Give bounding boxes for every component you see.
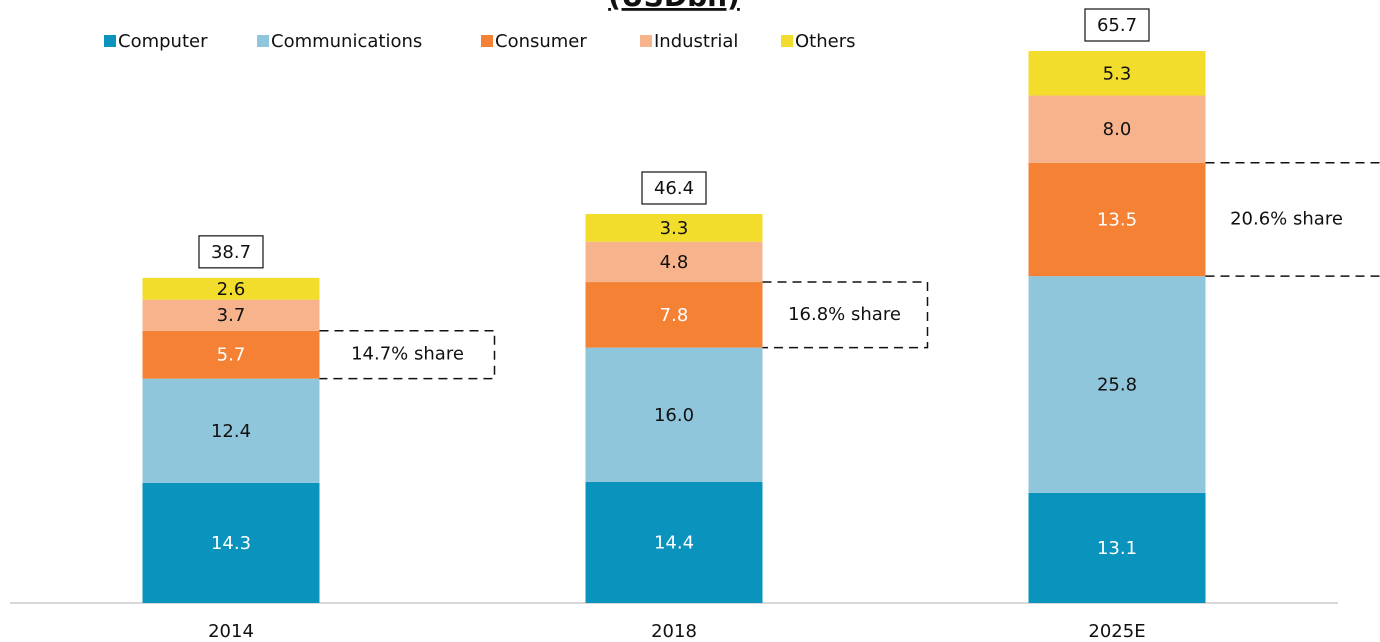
- total-box: [641, 171, 707, 205]
- value-label: 13.1: [1097, 538, 1137, 559]
- bar-segment: [1028, 276, 1206, 493]
- total-box: [198, 235, 264, 269]
- bar-segment: [585, 482, 763, 603]
- value-label: 8.0: [1103, 119, 1132, 140]
- x-tick-label: 2014: [208, 621, 254, 642]
- chart-title: (USDbn): [608, 0, 740, 13]
- bar-segment: [142, 378, 320, 483]
- bar-segment: [1028, 95, 1206, 163]
- share-callout: [319, 330, 496, 380]
- x-tick-label: 2018: [651, 621, 697, 642]
- value-label: 14.4: [654, 533, 694, 554]
- value-label: 12.4: [211, 421, 251, 442]
- bar-segment: [142, 277, 320, 300]
- share-label: 14.7% share: [351, 344, 464, 365]
- legend-label: Communications: [271, 31, 422, 52]
- value-label: 5.3: [1103, 63, 1132, 84]
- bar-segment: [142, 299, 320, 331]
- legend-label: Industrial: [654, 31, 738, 52]
- legend-swatch: [104, 35, 116, 47]
- bar-segment: [1028, 51, 1206, 96]
- bar-segment: [142, 482, 320, 603]
- total-label: 65.7: [1097, 15, 1137, 36]
- total-box: [1084, 8, 1150, 42]
- bar-segment: [1028, 492, 1206, 603]
- bar-segment: [142, 330, 320, 379]
- value-label: 5.7: [217, 345, 246, 366]
- x-tick-label: 2025E: [1088, 621, 1145, 642]
- share-callout: [762, 281, 929, 349]
- value-label: 16.0: [654, 405, 694, 426]
- value-label: 25.8: [1097, 375, 1137, 396]
- bar-segment: [585, 213, 763, 242]
- value-label: 3.7: [217, 305, 246, 326]
- value-label: 7.8: [660, 305, 689, 326]
- legend-swatch: [640, 35, 652, 47]
- value-label: 2.6: [217, 279, 246, 300]
- share-callout: [1205, 161, 1380, 277]
- value-label: 13.5: [1097, 209, 1137, 230]
- bar-segment: [585, 347, 763, 483]
- legend-swatch: [481, 35, 493, 47]
- bar-segment: [585, 241, 763, 283]
- total-label: 46.4: [654, 178, 694, 199]
- legend-label: Computer: [118, 31, 208, 52]
- legend-label: Others: [795, 31, 856, 52]
- legend-label: Consumer: [495, 31, 587, 52]
- share-label: 16.8% share: [788, 304, 901, 325]
- legend-swatch: [781, 35, 793, 47]
- bar-segment: [585, 282, 763, 348]
- total-label: 38.7: [211, 242, 251, 263]
- bar-segment: [1028, 162, 1206, 277]
- legend-swatch: [257, 35, 269, 47]
- share-label: 20.6% share: [1230, 208, 1343, 229]
- value-label: 3.3: [660, 218, 689, 239]
- value-label: 4.8: [660, 252, 689, 273]
- value-label: 14.3: [211, 533, 251, 554]
